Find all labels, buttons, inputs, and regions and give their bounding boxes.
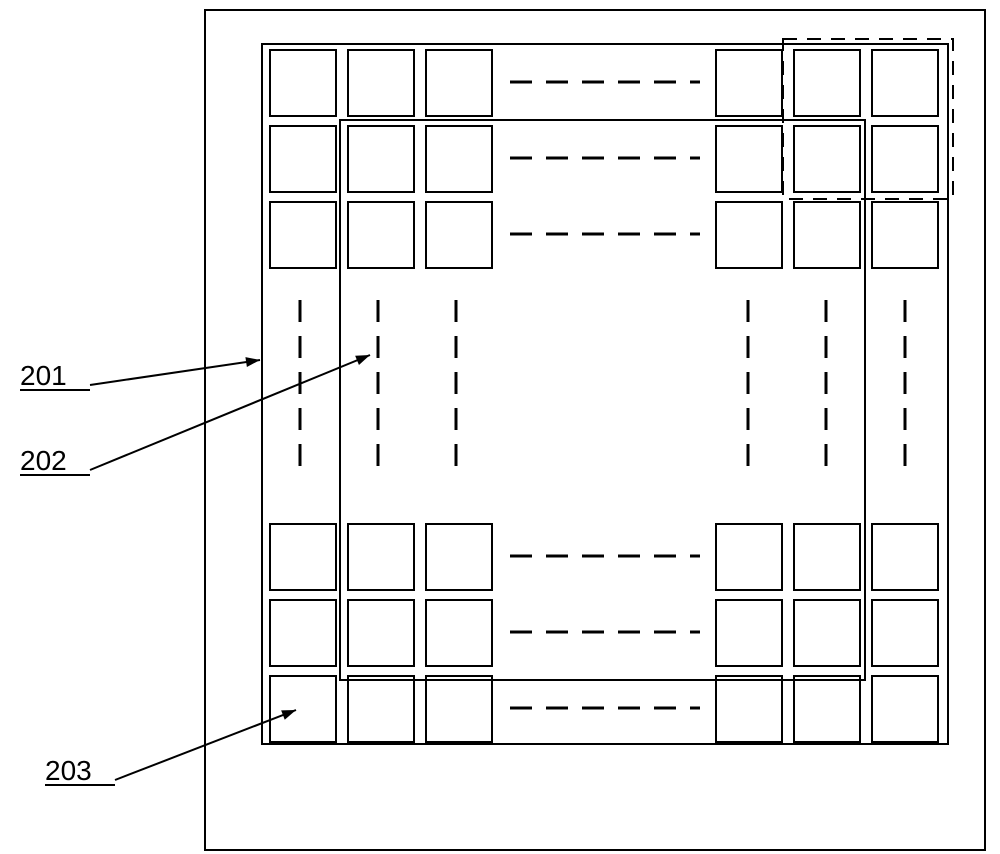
grid-cell [426,126,492,192]
offset-region-rect [340,120,865,680]
grid-cell [872,676,938,742]
grid-cell [348,524,414,590]
grid-cell [270,600,336,666]
label-201: 201 [20,360,67,391]
grid-cell [426,524,492,590]
grid-cell [872,600,938,666]
grid-cell [794,524,860,590]
grid-cell [348,202,414,268]
grid-cell [872,126,938,192]
grid-cell [716,50,782,116]
grid-cell [348,600,414,666]
grid-cell [348,50,414,116]
grid-cell [872,524,938,590]
label-201-arrow-line [90,360,260,385]
grid-cell [270,50,336,116]
outer-frame [205,10,985,850]
grid-cell [426,50,492,116]
grid-cell [348,126,414,192]
grid-cell [348,676,414,742]
grid-cell [426,202,492,268]
grid-cell [794,600,860,666]
grid-cell [794,202,860,268]
label-202: 202 [20,445,67,476]
inner-region-rect [262,44,948,744]
grid-cell [872,50,938,116]
grid-cell [426,600,492,666]
label-202-arrow-head [355,355,370,365]
label-202-arrow-line [90,355,370,470]
label-201-arrow-head [245,357,260,367]
grid-cell [872,202,938,268]
grid-cell [794,676,860,742]
grid-cell [716,676,782,742]
grid-cell [716,126,782,192]
grid-cell [716,202,782,268]
grid-cell [270,676,336,742]
grid-cell [716,600,782,666]
grid-cell [716,524,782,590]
grid-cell [794,126,860,192]
label-203-arrow-head [281,710,296,720]
grid-cell [270,202,336,268]
diagram-canvas: 201 202 203 [0,0,1000,854]
diagram-svg: 201 202 203 [0,0,1000,854]
label-203: 203 [45,755,92,786]
grid-cell [794,50,860,116]
grid-cell [270,524,336,590]
grid-cell [270,126,336,192]
grid-cell [426,676,492,742]
